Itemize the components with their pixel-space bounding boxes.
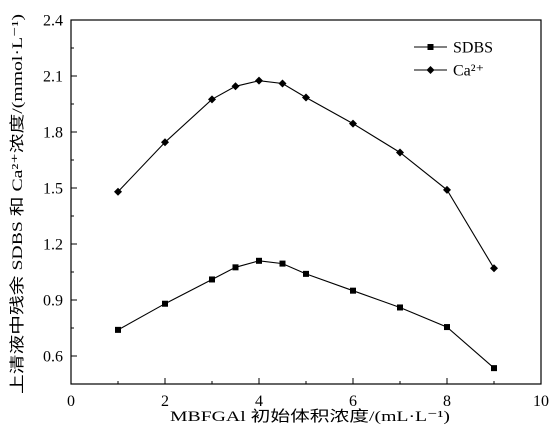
y-tick-label: 0.9 [43,293,63,310]
legend-item-ca: Ca²⁺ [414,63,484,80]
data-point-sdbs [256,257,262,264]
data-point-ca [396,148,404,157]
data-point-ca [114,187,122,196]
data-point-sdbs [279,260,286,267]
y-tick-label: 1.8 [43,125,63,142]
y-tick-label: 2.1 [43,69,63,86]
series-layer [114,76,498,372]
data-point-sdbs [444,324,450,331]
y-tick-label: 0.6 [43,349,63,366]
data-point-sdbs [491,365,497,372]
data-point-sdbs [115,326,121,333]
data-point-ca [208,95,216,104]
data-point-ca [443,185,451,194]
x-tick-label: 4 [255,393,263,410]
x-tick-label: 10 [533,393,549,410]
legend-label-ca: Ca²⁺ [453,63,484,80]
legend-marker-ca [426,66,435,74]
data-point-ca [349,119,357,128]
data-point-ca [278,79,287,88]
legend-item-sdbs: SDBS [414,40,493,57]
legend: SDBS Ca²⁺ [414,40,493,80]
data-point-sdbs [209,276,215,283]
data-point-ca [231,82,240,91]
legend-marker-sdbs [427,44,434,50]
x-axis-ticks: 0 2 4 6 8 10 [67,378,549,410]
series-line-ca [117,80,495,269]
data-point-ca [490,264,498,273]
data-point-ca [302,93,310,102]
y-tick-label: 1.5 [43,181,63,198]
series-ca [114,76,498,273]
data-point-sdbs [303,270,309,277]
x-tick-label: 0 [67,393,75,410]
y-axis-ticks: 0.6 0.9 1.2 1.5 1.8 2.1 2.4 [43,13,77,366]
series-sdbs [115,257,497,372]
series-line-sdbs [117,260,495,369]
data-point-ca [161,138,169,147]
y-tick-label: 1.2 [43,237,63,254]
data-point-sdbs [397,304,403,311]
x-tick-label: 2 [161,393,169,410]
data-point-sdbs [232,264,239,271]
x-tick-label: 8 [443,393,451,410]
data-point-sdbs [350,287,356,294]
x-tick-label: 6 [349,393,357,410]
legend-label-sdbs: SDBS [453,40,493,57]
data-point-ca [255,76,263,85]
y-axis-label: 上清液中残余 SDBS 和 Ca²⁺浓度/(mmol·L⁻¹) [8,14,26,394]
x-axis-label: MBFGAl 初始体积浓度/(mL·L⁻¹) [170,408,450,425]
y-tick-label: 2.4 [43,13,63,30]
data-point-sdbs [162,300,168,307]
